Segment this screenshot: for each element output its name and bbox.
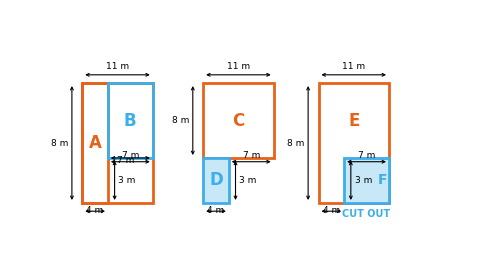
Text: 3 m: 3 m xyxy=(239,176,257,185)
Text: 7 m: 7 m xyxy=(242,151,260,160)
Bar xyxy=(83,83,108,203)
Bar xyxy=(319,83,389,203)
Bar xyxy=(344,158,389,203)
Bar xyxy=(83,83,153,203)
Text: 4 m: 4 m xyxy=(207,206,225,215)
Text: A: A xyxy=(89,134,102,152)
Text: F: F xyxy=(378,173,387,187)
Text: 7 m: 7 m xyxy=(121,151,139,160)
Text: 8 m: 8 m xyxy=(172,116,189,125)
Text: 7 m: 7 m xyxy=(117,156,144,165)
Text: E: E xyxy=(348,112,360,130)
Text: 3 m: 3 m xyxy=(355,176,372,185)
Text: 4 m: 4 m xyxy=(86,206,104,215)
Text: CUT OUT: CUT OUT xyxy=(342,209,391,219)
Text: 4 m: 4 m xyxy=(323,206,340,215)
Text: C: C xyxy=(232,112,244,130)
Bar xyxy=(108,83,153,158)
Text: 7 m: 7 m xyxy=(358,151,375,160)
Bar xyxy=(203,83,274,158)
Text: D: D xyxy=(209,171,223,190)
Text: 11 m: 11 m xyxy=(106,62,129,71)
Text: 11 m: 11 m xyxy=(227,62,250,71)
Text: B: B xyxy=(124,112,137,130)
Text: 8 m: 8 m xyxy=(51,139,68,147)
Text: 11 m: 11 m xyxy=(342,62,365,71)
Bar xyxy=(203,158,229,203)
Text: 3 m: 3 m xyxy=(119,176,136,185)
Text: 8 m: 8 m xyxy=(287,139,304,147)
